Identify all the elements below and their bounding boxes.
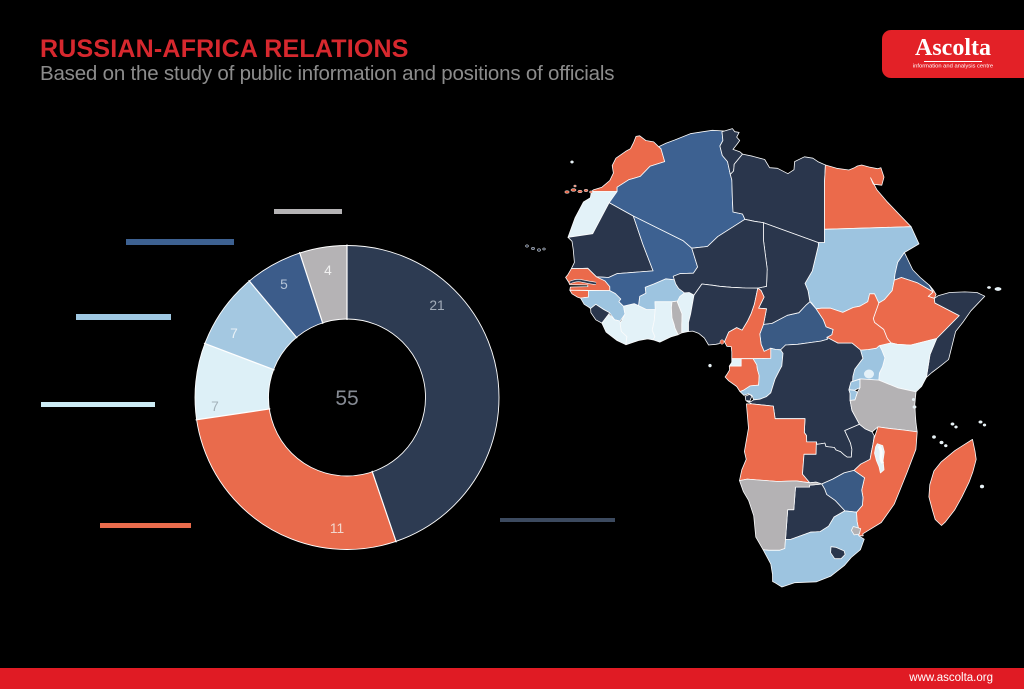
svg-text:21: 21 <box>429 298 444 313</box>
svg-text:7: 7 <box>230 326 238 341</box>
svg-text:11: 11 <box>330 521 344 536</box>
svg-text:4: 4 <box>324 263 332 278</box>
svg-text:5: 5 <box>280 277 288 292</box>
svg-text:55: 55 <box>335 387 358 410</box>
svg-text:7: 7 <box>211 399 219 414</box>
